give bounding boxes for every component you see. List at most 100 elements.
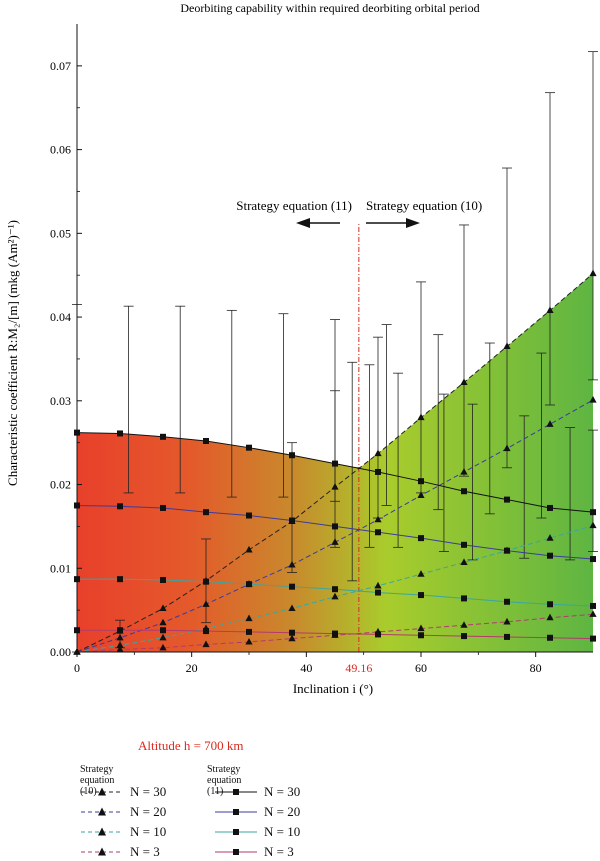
data-point [159,618,167,626]
data-point [460,558,468,566]
x-tick-label: 40 [300,661,312,675]
data-point [160,627,166,634]
data-point [546,534,554,541]
data-point [117,576,123,583]
series-eq10-20 [73,395,597,655]
data-point [589,610,597,617]
data-point [461,541,467,548]
data-point [289,517,295,524]
altitude-label: Altitude h = 700 km [138,738,244,753]
legend-swatch [215,789,257,795]
data-point [546,613,554,621]
data-point [547,552,553,559]
y-tick-label: 0.02 [50,478,71,492]
data-point [246,512,252,519]
y-tick-label: 0.03 [50,394,71,408]
data-point [203,628,209,635]
legend-label: N = 10 [130,824,167,839]
legend-swatch [81,847,123,856]
legend-item: N = 20 [214,803,300,821]
data-point [503,444,511,452]
data-point [375,529,381,536]
chart-title: Deorbiting capability within required de… [180,1,479,15]
series-eq11-3 [74,627,596,642]
legend-swatch [215,829,257,835]
legend-item: N = 20 [80,803,166,821]
legend-item: N = 3 [214,843,294,861]
data-point [374,449,382,457]
legend-item: N = 30 [214,783,300,801]
data-point [332,460,338,467]
y-axis-label: Characteristic coefficient R:M₂/[m] (mkg… [5,220,20,486]
error-bar [393,372,404,548]
data-point [418,632,424,639]
data-point [246,581,252,588]
data-point [159,633,167,641]
legend-label: N = 20 [264,804,301,819]
annotation-strategy-10: Strategy equation (10) [366,198,482,213]
data-point [590,602,596,609]
error-bar [438,393,449,552]
x-tick-label: 60 [415,661,427,675]
legend-label: N = 20 [130,804,167,819]
data-point [116,645,124,653]
data-point [504,598,510,605]
data-point [245,637,253,645]
data-point [288,560,296,568]
legend-swatch [81,787,123,796]
legend-label: N = 30 [130,784,167,799]
data-point [417,624,425,632]
data-point [160,433,166,440]
arrow-left-head [296,218,310,228]
data-point [418,535,424,542]
data-point [116,641,124,648]
y-tick-label: 0.05 [50,226,71,240]
data-point [203,509,209,516]
data-point [589,395,597,403]
x-axis-label: Inclination i (°) [293,681,373,696]
x-tick-label: 0 [74,661,80,675]
data-point [159,604,167,612]
error-bar [287,442,297,573]
legend-swatch [81,827,123,836]
data-point [332,630,338,637]
chart-canvas: Deorbiting capability within required de… [5,1,598,696]
error-bar [459,224,469,477]
data-point [374,581,382,589]
error-bar [502,167,512,469]
data-point [159,643,167,651]
error-bar [545,92,555,406]
data-point [160,504,166,511]
legend-item: N = 3 [80,843,160,861]
data-point [202,600,210,607]
data-point [246,444,252,451]
arrow-right-head [406,218,420,228]
y-tick-label: 0.06 [50,143,71,157]
error-bar [123,305,134,494]
error-bar [588,51,598,381]
data-point [117,430,123,437]
data-point [374,515,382,523]
legend-label: N = 3 [130,844,160,859]
data-point [590,509,596,516]
data-point [160,576,166,583]
x-tick-label: 20 [186,661,198,675]
data-point [590,556,596,563]
data-point [547,634,553,641]
data-point [590,635,596,642]
data-point [546,420,554,427]
legend-item: N = 10 [214,823,300,841]
error-bar [175,305,186,494]
data-point [288,634,296,642]
legend-swatch [81,807,123,816]
data-point [331,483,339,490]
data-point [245,545,253,553]
legend-item: N = 30 [80,783,166,801]
data-point [504,547,510,554]
legend-swatch [215,809,257,815]
error-bar [330,390,340,548]
error-bar [467,403,478,561]
data-point [461,595,467,602]
data-point [547,601,553,608]
data-point [203,578,209,585]
